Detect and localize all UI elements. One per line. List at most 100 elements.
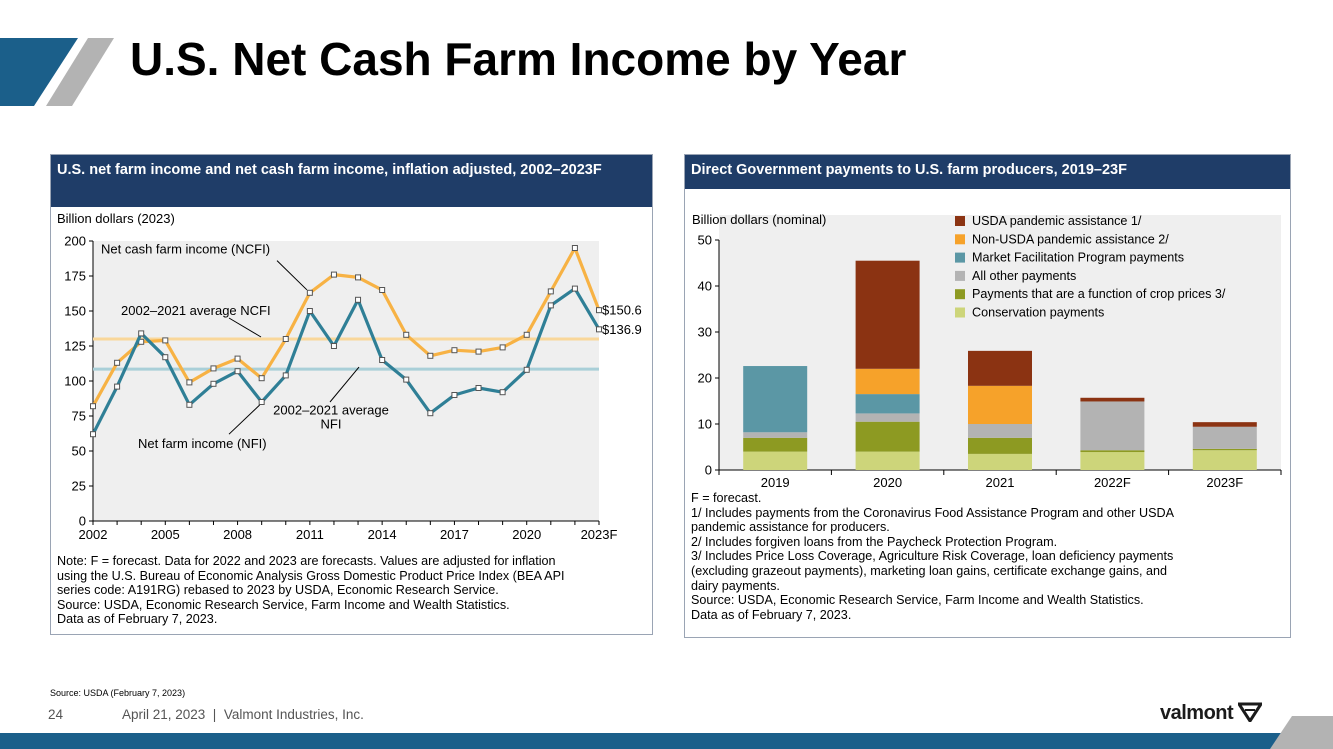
bar-segment xyxy=(1080,401,1145,451)
legend-swatch xyxy=(955,216,965,226)
bar-segment xyxy=(743,437,808,452)
data-point xyxy=(234,368,241,375)
x-tick-label: 2008 xyxy=(223,527,252,542)
data-point xyxy=(427,410,434,417)
y-tick-label: 50 xyxy=(698,233,712,248)
page-number: 24 xyxy=(48,707,64,722)
header-blue-stripe xyxy=(0,38,78,106)
bar-segment xyxy=(1192,426,1257,449)
right-note-line: 3/ Includes Price Loss Coverage, Agricul… xyxy=(691,549,1174,564)
x-tick-label: 2005 xyxy=(151,527,180,542)
valmont-logo: valmont xyxy=(1160,702,1264,725)
legend-swatch xyxy=(955,234,965,245)
y-tick-label: 0 xyxy=(705,463,712,478)
stacked-bar-chart: Billion dollars (nominal) 0 10 20 30 40 50 2019… xyxy=(692,212,1282,489)
legend-swatch xyxy=(955,252,965,263)
legend-label: Payments that are a function of crop pri… xyxy=(972,287,1226,301)
left-note-line: using the U.S. Bureau of Economic Analys… xyxy=(57,568,565,583)
x-tick-label: 2017 xyxy=(440,527,469,542)
data-point xyxy=(355,274,362,281)
right-note-line: 2/ Includes forgiven loans from the Payc… xyxy=(691,534,1058,549)
footer-blue-bar xyxy=(0,733,1333,749)
y-tick-label: 175 xyxy=(64,269,86,284)
valmont-v-icon xyxy=(1235,702,1264,724)
bar-segment xyxy=(1080,397,1145,402)
left-chart-panel: U.S. net farm income and net cash farm i… xyxy=(50,154,653,635)
right-panel-header: Direct Government payments to U.S. farm … xyxy=(685,155,1290,189)
data-point xyxy=(306,308,313,314)
nfi-end-value-label: $136.9 xyxy=(602,322,642,337)
bar-segment xyxy=(1192,450,1257,470)
data-point xyxy=(330,343,337,349)
ncfi-leader-line xyxy=(276,260,308,291)
y-tick-label: 20 xyxy=(698,371,712,386)
left-panel-header: U.S. net farm income and net cash farm i… xyxy=(51,155,652,207)
data-point xyxy=(355,296,362,303)
bar-segment xyxy=(1080,450,1145,453)
data-point xyxy=(475,348,482,355)
legend-label: Market Facilitation Program payments xyxy=(972,251,1184,265)
x-tick-label: 2011 xyxy=(296,527,324,542)
series-line xyxy=(91,286,601,435)
bar-segment xyxy=(855,451,920,470)
y-axis-title: Billion dollars (2023) xyxy=(57,211,175,226)
source-note: Source: USDA (February 7, 2023) xyxy=(50,688,186,698)
left-note-line: Note: F = forecast. Data for 2022 and 20… xyxy=(57,554,556,568)
avg-nfi-label-line1: 2002–2021 average xyxy=(273,402,389,417)
data-point xyxy=(210,380,217,387)
y-tick-label: 25 xyxy=(72,479,86,494)
plot-background xyxy=(93,241,599,521)
data-point xyxy=(330,271,337,278)
y-tick-label: 150 xyxy=(64,304,86,319)
right-note-line: (excluding grazeout payments), marketing… xyxy=(691,563,1168,578)
data-point xyxy=(547,302,554,309)
data-point xyxy=(499,389,506,396)
avg-ncfi-leader-line xyxy=(228,317,262,338)
bar-segment xyxy=(968,424,1032,438)
data-point xyxy=(258,375,265,382)
legend-label: USDA pandemic assistance 1/ xyxy=(972,214,1142,228)
x-tick-label: 2014 xyxy=(368,527,397,542)
header-gray-stripe xyxy=(46,38,114,106)
data-point xyxy=(234,355,241,362)
bar-segment xyxy=(1192,448,1257,451)
data-point xyxy=(571,285,578,292)
data-point xyxy=(138,330,145,337)
bar-segment xyxy=(968,453,1032,470)
x-tick-label: 2023F xyxy=(1206,475,1243,489)
bar-segment xyxy=(743,432,808,438)
data-point xyxy=(210,365,217,372)
avg-ncfi-label: 2002–2021 average NCFI xyxy=(121,303,271,318)
header-stripe-decoration xyxy=(0,38,114,106)
data-point xyxy=(523,366,530,373)
nfi-leader-line xyxy=(228,404,261,435)
right-note-line: Data as of February 7, 2023. xyxy=(691,607,852,622)
data-point xyxy=(306,289,313,296)
data-point xyxy=(162,337,169,344)
ncfi-end-value-label: $150.6 xyxy=(602,303,642,318)
data-point xyxy=(162,354,169,361)
x-tick-label: 2019 xyxy=(761,475,790,489)
x-tick-label: 2020 xyxy=(512,527,541,542)
data-point xyxy=(571,245,578,251)
data-point xyxy=(379,287,386,293)
data-point xyxy=(547,288,554,295)
data-point xyxy=(379,357,386,363)
bar-segment xyxy=(968,437,1032,454)
x-tick-label: 2020 xyxy=(873,475,902,489)
x-tick-label: 2021 xyxy=(986,475,1015,489)
avg-nfi-label-line2: NFI xyxy=(321,416,342,431)
bar-segment xyxy=(1192,422,1257,427)
data-point xyxy=(403,376,410,383)
bar-segment xyxy=(743,451,808,470)
ncfi-series-label: Net cash farm income (NCFI) xyxy=(101,241,270,256)
right-note-line: 1/ Includes payments from the Coronaviru… xyxy=(691,505,1174,520)
data-point xyxy=(282,336,289,342)
data-point xyxy=(499,344,506,351)
legend-swatch xyxy=(955,270,965,281)
footer-gray-stripe-decoration xyxy=(1270,716,1333,749)
left-note-line: series code: A191RG) rebased to 2023 by … xyxy=(57,583,499,598)
slide-title: U.S. Net Cash Farm Income by Year xyxy=(130,33,907,85)
right-note-line: Source: USDA, Economic Research Service,… xyxy=(691,593,1144,608)
bar-segment xyxy=(855,368,920,395)
